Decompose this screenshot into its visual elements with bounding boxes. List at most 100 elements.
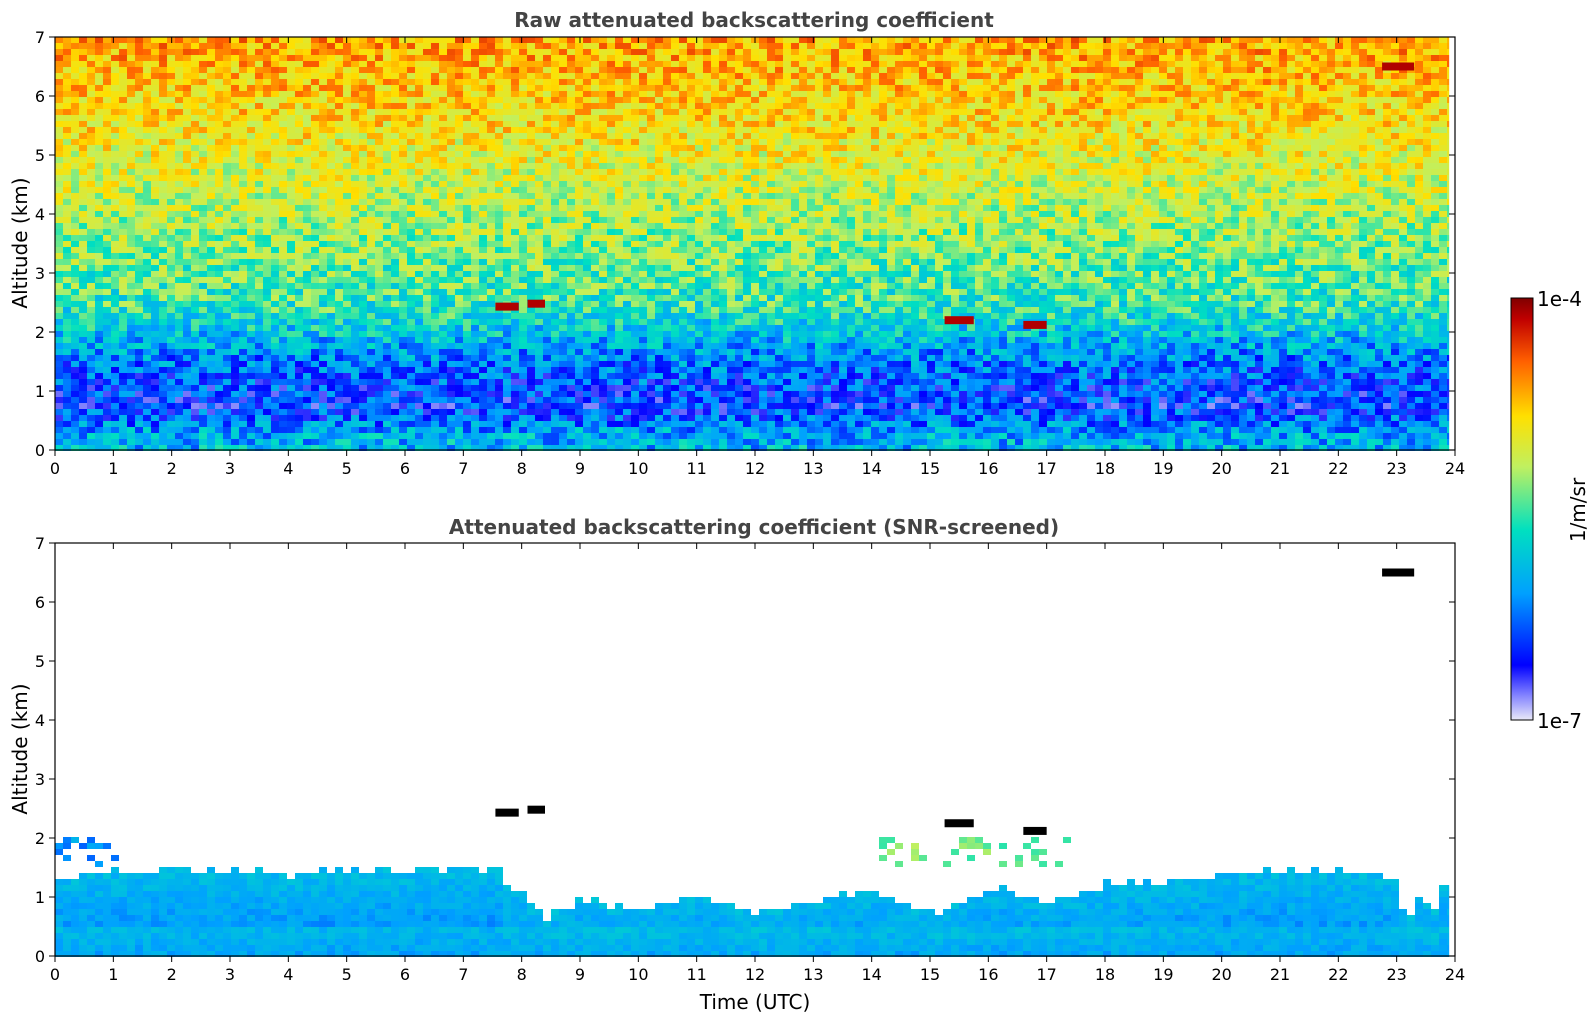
heat-cell [543, 307, 551, 313]
heatmap-raw [55, 37, 1450, 451]
heat-cell [559, 199, 567, 205]
heat-cell [367, 331, 375, 337]
heat-cell [71, 265, 79, 271]
heat-cell [439, 301, 447, 307]
heat-cell [263, 55, 271, 61]
heat-cell [295, 91, 303, 97]
heat-cell [479, 157, 487, 163]
heat-cell [567, 331, 575, 337]
heat-cell [519, 283, 527, 289]
heat-cell [79, 205, 87, 211]
heat-cell [223, 43, 231, 49]
heat-cell [375, 61, 383, 67]
heat-cell [407, 229, 415, 235]
heat-cell [271, 133, 279, 139]
heat-cell [159, 415, 167, 421]
heat-cell [423, 229, 431, 235]
heat-cell [263, 247, 271, 253]
heat-cell [519, 223, 527, 229]
heat-cell [223, 121, 231, 127]
heat-cell [487, 445, 495, 451]
heat-cell [79, 157, 87, 163]
heat-cell [543, 313, 551, 319]
heat-cell [455, 121, 463, 127]
heat-cell [631, 109, 639, 115]
heat-cell [175, 241, 183, 247]
heat-cell [207, 283, 215, 289]
heat-cell [151, 85, 159, 91]
heat-cell [575, 355, 583, 361]
heat-cell [495, 169, 503, 175]
heat-cell [519, 193, 527, 199]
heat-cell [87, 109, 95, 115]
heat-cell [287, 265, 295, 271]
heat-cell [511, 229, 519, 235]
heat-cell [191, 445, 199, 451]
heat-cell [263, 391, 271, 397]
heat-cell [519, 385, 527, 391]
heat-cell [127, 343, 135, 349]
heat-cell [223, 397, 231, 403]
heat-cell [503, 187, 511, 193]
heat-cell [207, 199, 215, 205]
heat-cell [559, 49, 567, 55]
heat-cell [223, 127, 231, 133]
heat-cell [471, 127, 479, 133]
heat-cell [503, 313, 511, 319]
heat-cell [375, 145, 383, 151]
heat-cell [143, 109, 151, 115]
heat-cell [247, 373, 255, 379]
heat-cell [575, 385, 583, 391]
heat-cell [287, 445, 295, 451]
heat-cell [311, 271, 319, 277]
heat-cell [55, 433, 63, 439]
heat-cell [343, 61, 351, 67]
heat-cell [383, 307, 391, 313]
heat-cell [311, 97, 319, 103]
heat-cell [295, 307, 303, 313]
heat-cell [63, 373, 71, 379]
heat-cell [439, 193, 447, 199]
heat-cell [295, 67, 303, 73]
heat-cell [55, 319, 63, 325]
heat-cell [543, 433, 551, 439]
heat-cell [559, 85, 567, 91]
heat-cell [615, 49, 623, 55]
heat-cell [423, 421, 431, 427]
heat-cell [383, 133, 391, 139]
heat-cell [399, 151, 407, 157]
heat-cell [391, 403, 399, 409]
heat-cell [383, 397, 391, 403]
heat-cell [231, 187, 239, 193]
heat-cell [279, 289, 287, 295]
heat-cell [383, 43, 391, 49]
heat-cell [463, 79, 471, 85]
heat-cell [135, 151, 143, 157]
heat-cell [567, 193, 575, 199]
heat-cell [407, 175, 415, 181]
heat-cell [359, 361, 367, 367]
heat-cell [607, 241, 615, 247]
heat-cell [271, 193, 279, 199]
heat-cell [287, 313, 295, 319]
heat-cell [447, 337, 455, 343]
heat-cell [415, 67, 423, 73]
heat-cell [455, 385, 463, 391]
heat-cell [511, 277, 519, 283]
heat-cell [511, 421, 519, 427]
heat-cell [215, 217, 223, 223]
heat-cell [215, 253, 223, 259]
heat-cell [439, 331, 447, 337]
heat-cell [111, 319, 119, 325]
heat-cell [111, 271, 119, 277]
heat-cell [615, 157, 623, 163]
heat-cell [263, 445, 271, 451]
heat-cell [231, 355, 239, 361]
heat-cell [111, 115, 119, 121]
heat-cell [439, 289, 447, 295]
heat-cell [295, 277, 303, 283]
heat-cell [607, 163, 615, 169]
heat-cell [463, 355, 471, 361]
heat-cell [295, 397, 303, 403]
heat-cell [223, 361, 231, 367]
